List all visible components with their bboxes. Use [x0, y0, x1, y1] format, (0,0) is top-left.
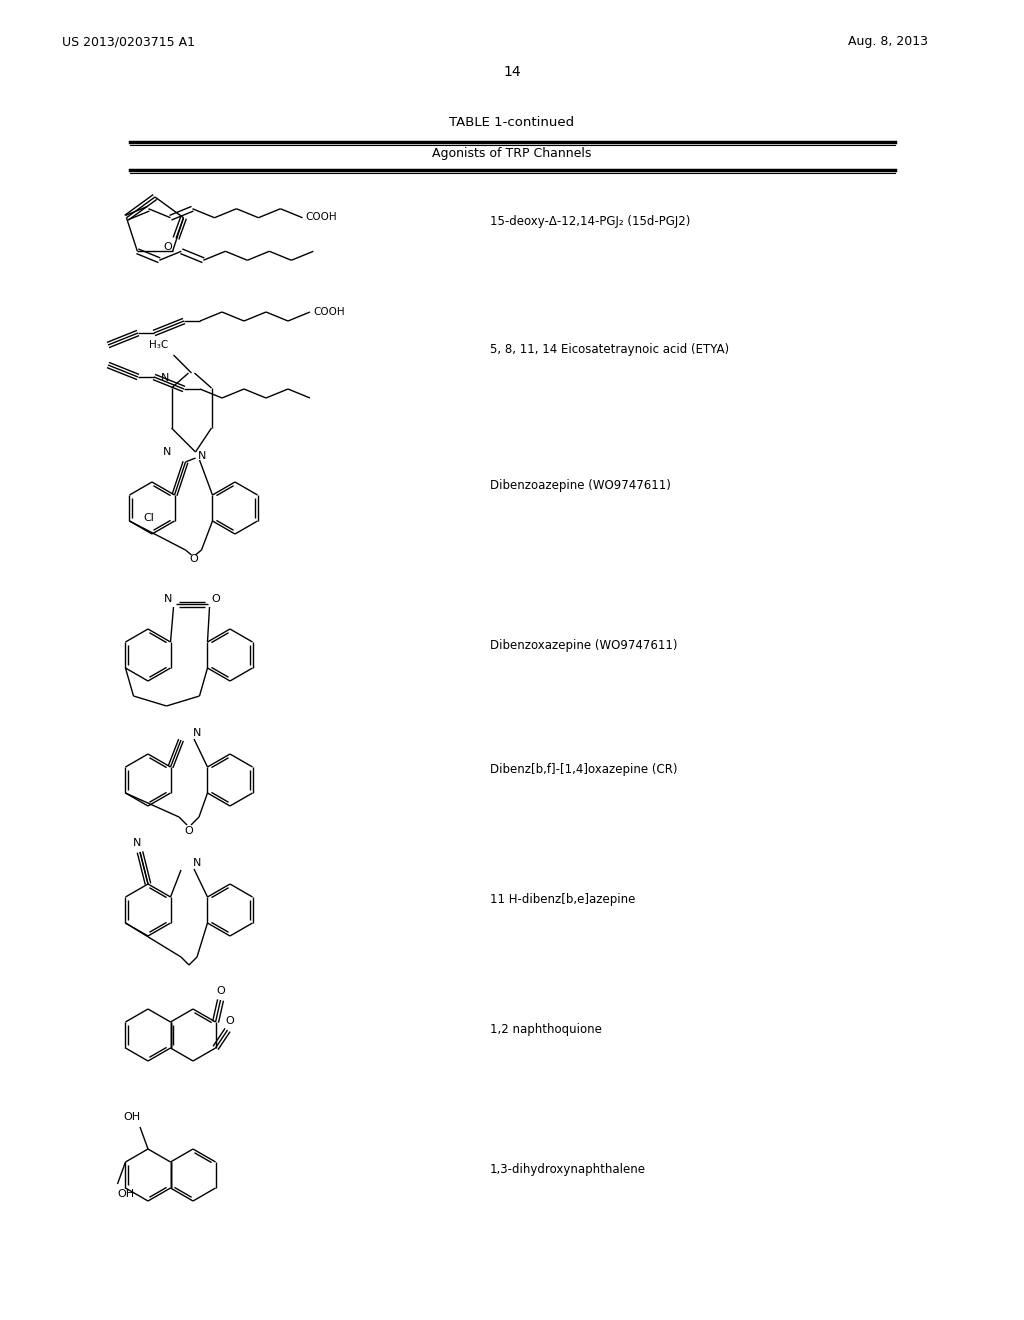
Text: O: O [211, 594, 220, 605]
Text: N: N [198, 451, 206, 461]
Text: 14: 14 [503, 65, 521, 79]
Text: OH: OH [117, 1189, 134, 1199]
Text: OH: OH [124, 1111, 140, 1122]
Text: N: N [193, 858, 202, 869]
Text: O: O [164, 243, 172, 252]
Text: N: N [161, 374, 170, 383]
Text: O: O [216, 986, 225, 997]
Text: O: O [189, 554, 198, 564]
Text: H₃C: H₃C [150, 341, 169, 350]
Text: N: N [163, 447, 171, 457]
Text: Aug. 8, 2013: Aug. 8, 2013 [848, 36, 928, 49]
Text: COOH: COOH [313, 308, 345, 317]
Text: N: N [164, 594, 173, 605]
Text: 1,2 naphthoquione: 1,2 naphthoquione [490, 1023, 602, 1036]
Text: 11 H-dibenz[b,e]azepine: 11 H-dibenz[b,e]azepine [490, 894, 635, 907]
Text: Cl: Cl [143, 513, 155, 523]
Text: Dibenz[b,f]-[1,4]oxazepine (CR): Dibenz[b,f]-[1,4]oxazepine (CR) [490, 763, 678, 776]
Text: O: O [184, 826, 194, 836]
Text: COOH: COOH [305, 211, 337, 222]
Text: 5, 8, 11, 14 Eicosatetraynoic acid (ETYA): 5, 8, 11, 14 Eicosatetraynoic acid (ETYA… [490, 343, 729, 356]
Text: US 2013/0203715 A1: US 2013/0203715 A1 [62, 36, 195, 49]
Text: TABLE 1-continued: TABLE 1-continued [450, 116, 574, 128]
Text: O: O [225, 1016, 233, 1026]
Text: N: N [193, 729, 202, 738]
Text: Dibenzoxazepine (WO9747611): Dibenzoxazepine (WO9747611) [490, 639, 678, 652]
Text: 15-deoxy-Δ-12,14-PGJ₂ (15d-PGJ2): 15-deoxy-Δ-12,14-PGJ₂ (15d-PGJ2) [490, 215, 690, 228]
Text: Dibenzoazepine (WO9747611): Dibenzoazepine (WO9747611) [490, 479, 671, 491]
Text: N: N [133, 838, 141, 847]
Text: 1,3-dihydroxynaphthalene: 1,3-dihydroxynaphthalene [490, 1163, 646, 1176]
Text: Agonists of TRP Channels: Agonists of TRP Channels [432, 147, 592, 160]
